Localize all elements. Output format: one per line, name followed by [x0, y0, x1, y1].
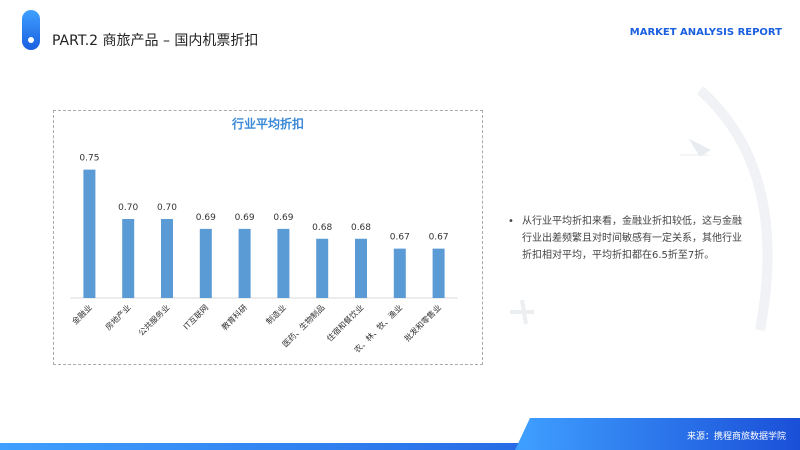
- x-tick-label: 教育科研: [219, 302, 249, 332]
- note-text: 从行业平均折扣来看，金融业折扣较低，这与金融行业出差频繁且对时间敏感有一定关系，…: [522, 216, 742, 261]
- value-label: 0.68: [351, 223, 371, 233]
- bar: [393, 248, 406, 298]
- chart-title: 行业平均折扣: [231, 116, 304, 131]
- brand: MARKET ANALYSIS REPORT: [629, 27, 782, 38]
- value-label: 0.68: [312, 223, 332, 233]
- bar: [238, 228, 251, 298]
- value-label: 0.67: [390, 233, 410, 243]
- bar: [355, 238, 367, 298]
- value-label: 0.69: [273, 213, 293, 223]
- x-tick-label: 批发和零售业: [402, 302, 443, 343]
- value-label: 0.70: [157, 203, 177, 213]
- page-title: PART.2 商旅产品 – 国内机票折扣: [52, 33, 259, 49]
- decoration: [696, 86, 773, 331]
- footer-band: [0, 443, 800, 450]
- bar: [161, 219, 173, 298]
- decoration: [510, 299, 534, 325]
- value-label: 0.69: [196, 213, 216, 223]
- x-tick-label: 金融业: [70, 302, 94, 326]
- x-tick-label: 制造业: [264, 302, 288, 326]
- bar: [122, 219, 135, 298]
- value-label: 0.67: [429, 233, 449, 243]
- note: • 从行业平均折扣来看，金融业折扣较低，这与金融行业出差频繁且对时间敏感有一定关系…: [508, 213, 748, 264]
- bullet: •: [508, 216, 514, 227]
- decoration: [680, 138, 712, 157]
- source: 来源：携程商旅数据学院: [686, 432, 786, 442]
- header-icon: [22, 10, 40, 50]
- bar: [432, 248, 445, 298]
- x-tick-label: 房地产业: [103, 302, 133, 332]
- x-tick-label: 公共服务业: [136, 302, 171, 337]
- x-tick-label: 住宿和餐饮业: [324, 302, 365, 343]
- bar: [277, 228, 290, 298]
- bar: [316, 238, 329, 298]
- chart-frame: [53, 110, 483, 365]
- value-label: 0.69: [235, 213, 255, 223]
- x-tick-label: IT互联网: [182, 303, 210, 331]
- bar: [199, 228, 212, 298]
- footer-shape: [515, 418, 800, 450]
- value-label: 0.70: [118, 203, 138, 213]
- bar: [83, 169, 96, 298]
- value-label: 0.75: [79, 154, 99, 164]
